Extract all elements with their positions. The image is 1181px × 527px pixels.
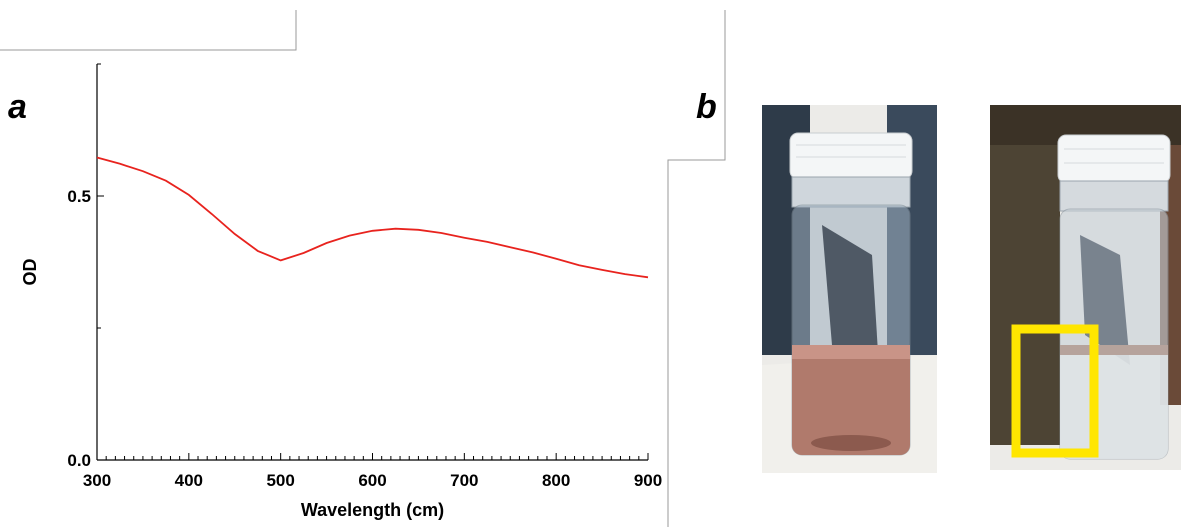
vial-colored-image xyxy=(762,105,937,473)
od-series-line xyxy=(96,156,649,279)
highlight-box xyxy=(1011,324,1099,458)
od-spectrum-chart: 300 400 500 600 700 800 900 0.0 0.5 Wavelength (… xyxy=(20,63,662,520)
vial-clear-image xyxy=(990,105,1181,470)
panel-label-b: b xyxy=(696,88,717,126)
photo-vial-colored xyxy=(762,105,937,473)
center-border-line xyxy=(667,10,726,527)
x-tick-label: 900 xyxy=(634,471,662,490)
x-tick-label: 800 xyxy=(542,471,570,490)
top-left-border-line xyxy=(0,10,297,51)
y-tick-label: 0.0 xyxy=(67,451,91,470)
x-axis-label: Wavelength (cm) xyxy=(301,500,444,520)
x-tick-label: 700 xyxy=(450,471,478,490)
x-tick-label: 400 xyxy=(175,471,203,490)
panel-label-a: a xyxy=(8,88,27,126)
photo-vial-clear xyxy=(990,105,1181,470)
x-tick-label: 500 xyxy=(266,471,294,490)
x-tick-label: 600 xyxy=(358,471,386,490)
chart-series xyxy=(96,156,649,279)
y-axis-label: OD xyxy=(20,258,40,285)
x-tick-label: 300 xyxy=(83,471,111,490)
y-tick-label: 0.5 xyxy=(67,187,91,206)
chart-ticks: 300 400 500 600 700 800 900 0.0 0.5 xyxy=(67,63,662,490)
